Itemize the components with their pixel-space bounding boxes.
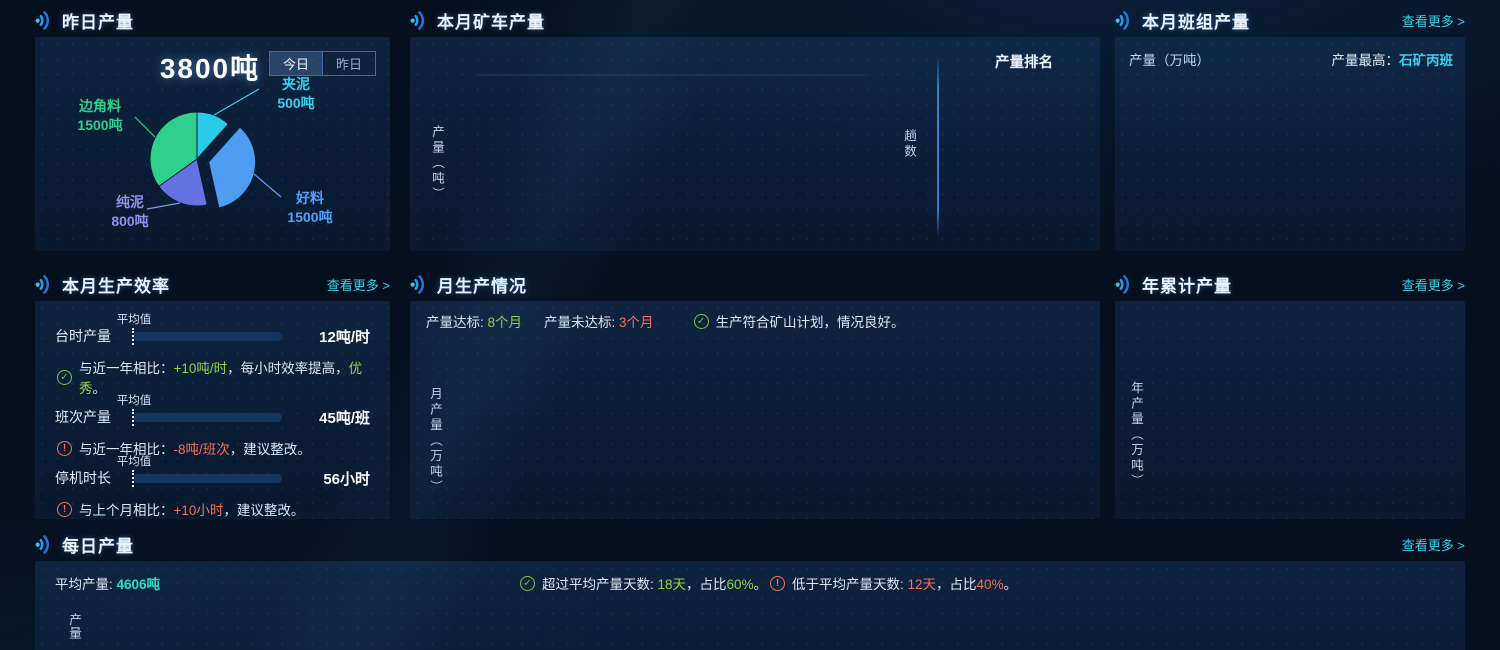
panel-title: 昨日产量 (62, 12, 134, 32)
panel-title: 年累计产量 (1142, 276, 1232, 296)
metric-value: 45吨/班 (319, 409, 370, 427)
stat-not-achieved: 产量未达标: 3个月 (544, 315, 654, 330)
tab-today[interactable]: 今日 (269, 52, 322, 75)
pie-label-jiani: 夹泥 500吨 (277, 76, 315, 111)
team-best: 产量最高：石矿丙班 (1331, 53, 1454, 68)
daily-average: 平均产量: 4606吨 (55, 577, 161, 592)
team-y-axis-label: 产量（万吨） (1129, 53, 1210, 68)
yesterday-pie-chart (134, 88, 282, 210)
more-link[interactable]: 查看更多 > (326, 277, 390, 293)
efficiency-row-shift: 班次产量 平均值 45吨/班 与近一年相比：-8吨/班次，建议整改。 (55, 395, 370, 458)
annual-y-axis-label: 年产量（万吨） (1129, 381, 1143, 490)
check-icon (693, 313, 709, 329)
panel-header: 本月生产效率 查看更多 > (35, 272, 390, 296)
efficiency-body: 台时产量 平均值 12吨/时 与近一年相比：+10吨/时，每小时效率提高，优秀。… (35, 301, 390, 519)
signal-icon (1115, 10, 1129, 30)
pie-label-chunni: 纯泥 800吨 (111, 194, 149, 229)
metric-value: 56小时 (323, 470, 370, 488)
monthly-chart (410, 301, 1100, 519)
warning-icon (57, 440, 72, 456)
panel-efficiency-output: 本月生产效率 查看更多 > 台时产量 平均值 12吨/时 与近一年相比：+10吨… (35, 272, 390, 519)
panel-title: 月生产情况 (437, 276, 527, 296)
progress-bar: 平均值 (117, 314, 282, 345)
stat-above-average: 超过平均产量天数: 18天，占比60%。 (520, 573, 767, 593)
signal-icon (35, 274, 49, 294)
progress-bar: 平均值 (117, 395, 282, 426)
stat-note: 生产符合矿山计划，情况良好。 (693, 311, 905, 331)
check-icon (57, 369, 72, 385)
efficiency-row-hourly: 台时产量 平均值 12吨/时 与近一年相比：+10吨/时，每小时效率提高，优秀。 (55, 314, 370, 397)
panel-header: 本月矿车产量 (410, 8, 1100, 32)
panel-title: 本月生产效率 (62, 276, 170, 296)
panel-team-output: 本月班组产量 查看更多 > 产量（万吨） 产量最高：石矿丙班 (1115, 8, 1465, 251)
panel-header: 本月班组产量 查看更多 > (1115, 8, 1465, 32)
signal-icon (410, 10, 424, 30)
tab-yesterday[interactable]: 昨日 (321, 52, 375, 75)
warning-icon (57, 501, 72, 517)
monthly-y-axis-label: 月产量（万吨） (428, 387, 442, 496)
annual-chart (1115, 301, 1465, 519)
panel-header: 昨日产量 (35, 8, 390, 32)
metric-note: 与近一年相比：+10吨/时，每小时效率提高，优秀。 (57, 357, 370, 397)
monthly-body: 产量达标: 8个月 产量未达标: 3个月 生产符合矿山计划，情况良好。 月产量（… (410, 301, 1100, 519)
minecar-body: 产量（吨） 趟数 产量排名 (410, 37, 1100, 251)
metric-value: 12吨/时 (319, 328, 370, 346)
daily-body: 平均产量: 4606吨 超过平均产量天数: 18天，占比60%。 低于平均产量天… (35, 561, 1465, 650)
metric-note: 与近一年相比：-8吨/班次，建议整改。 (57, 438, 370, 458)
ranking-divider (937, 55, 939, 237)
team-chart (1115, 37, 1465, 251)
pie-label-bianjiaoliao: 边角料 1500吨 (77, 98, 123, 133)
minecar-y2-axis-label: 趟数 (902, 129, 916, 160)
metric-label: 停机时长 (55, 470, 111, 486)
panel-annual-output: 年累计产量 查看更多 > 年产量（万吨） (1115, 272, 1465, 519)
signal-icon (410, 274, 424, 294)
warning-icon (770, 575, 785, 591)
progress-bar: 平均值 (117, 456, 282, 487)
panel-header: 每日产量 查看更多 > (35, 532, 1465, 556)
yesterday-body: 3800吨 今日 昨日 边角料 1500吨 夹泥 500吨 纯泥 800吨 好料 150… (35, 37, 390, 251)
day-toggle: 今日 昨日 (268, 51, 376, 76)
team-body: 产量（万吨） 产量最高：石矿丙班 (1115, 37, 1465, 251)
panel-title: 本月矿车产量 (437, 12, 545, 32)
stat-achieved: 产量达标: 8个月 (426, 315, 523, 330)
panel-header: 年累计产量 查看更多 > (1115, 272, 1465, 296)
panel-title: 每日产量 (62, 536, 134, 556)
panel-title: 本月班组产量 (1142, 12, 1250, 32)
efficiency-row-downtime: 停机时长 平均值 56小时 与上个月相比：+10小时，建议整改。 (55, 456, 370, 519)
daily-y-axis-label: 产量 (67, 613, 81, 640)
signal-icon (35, 10, 49, 30)
pie-label-haoliao: 好料 1500吨 (287, 190, 333, 225)
signal-icon (1115, 274, 1129, 294)
more-link[interactable]: 查看更多 > (1401, 537, 1465, 553)
minecar-chart (478, 74, 865, 76)
panel-header: 月生产情况 (410, 272, 1100, 296)
check-icon (520, 575, 535, 591)
panel-daily-output: 每日产量 查看更多 > 平均产量: 4606吨 超过平均产量天数: 18天，占比… (35, 532, 1465, 650)
more-link[interactable]: 查看更多 > (1401, 13, 1465, 29)
ranking-panel: 产量排名 (956, 51, 1092, 85)
total-production: 3800吨 (159, 53, 261, 84)
panel-yesterday-output: 昨日产量 3800吨 今日 昨日 边角料 1500吨 夹泥 500吨 纯泥 800吨 … (35, 8, 390, 251)
metric-note: 与上个月相比：+10小时，建议整改。 (57, 499, 370, 519)
metric-label: 班次产量 (55, 409, 111, 425)
monthly-stats: 产量达标: 8个月 产量未达标: 3个月 生产符合矿山计划，情况良好。 (426, 311, 1088, 331)
signal-icon (35, 534, 49, 554)
metric-label: 台时产量 (55, 328, 111, 344)
daily-chart (35, 597, 1465, 650)
panel-minecar-output: 本月矿车产量 产量（吨） 趟数 产量排名 (410, 8, 1100, 251)
more-link[interactable]: 查看更多 > (1401, 277, 1465, 293)
ranking-title: 产量排名 (995, 55, 1053, 71)
annual-body: 年产量（万吨） (1115, 301, 1465, 519)
stat-below-average: 低于平均产量天数: 12天，占比40%。 (770, 573, 1017, 593)
minecar-y-axis-label: 产量（吨） (430, 125, 444, 203)
panel-monthly-output: 月生产情况 产量达标: 8个月 产量未达标: 3个月 生产符合矿山计划，情况良好… (410, 272, 1100, 519)
